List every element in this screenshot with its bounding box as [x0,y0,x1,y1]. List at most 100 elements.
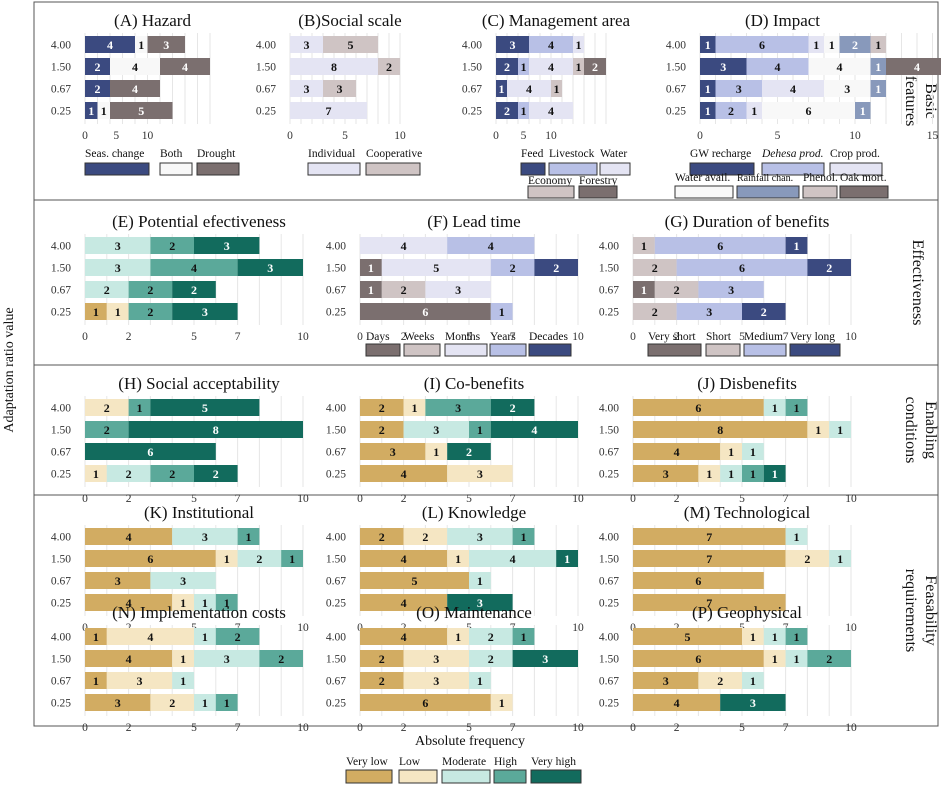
segment-label: 1 [455,552,461,566]
bar-segment [807,650,851,667]
bar-segment [360,572,469,589]
bar-segment [128,421,303,438]
segment-label: 1 [433,445,439,459]
legend-label: Seas. change [85,148,144,160]
bar-segment [135,36,148,53]
panel-title: (C) Management area [482,11,631,30]
panel-7: (G) Duration of benefits 4.00 1 6 1 1.50 2 6 2 0.… [599,212,857,357]
panel-title: (P) Geophysical [692,603,802,622]
segment-label: 4 [126,596,132,610]
bar-segment [700,58,747,75]
segment-label: 1 [815,423,821,437]
legend-swatch [527,185,575,199]
segment-label: 2 [169,696,175,710]
segment-label: 2 [386,60,392,74]
segment-label: 2 [235,630,241,644]
bar-segment [808,58,871,75]
segment-label: 1 [477,574,483,588]
bar-segment [128,281,173,298]
bar-segment [290,102,367,119]
segment-label: 6 [695,574,701,588]
x-tick-label: 0 [697,130,703,142]
bar-segment [147,36,185,53]
bar-segment [807,259,851,276]
segment-label: 6 [422,305,428,319]
legend-swatch [647,343,702,357]
row-label: 1.50 [326,654,346,666]
segment-label: 1 [521,630,527,644]
segment-label: 1 [224,552,230,566]
row-label: 0.67 [599,576,619,588]
bar-segment [194,628,216,645]
segment-label: 1 [837,423,843,437]
segment-label: 2 [761,305,767,319]
row-label: 1.50 [51,554,71,566]
segment-label: 1 [813,38,819,52]
legend-swatch [548,162,598,176]
panel-title: (G) Duration of benefits [665,212,830,231]
segment-label: 4 [401,552,407,566]
x-tick-label: 7 [235,722,241,734]
x-tick-label: 2 [674,493,680,505]
x-tick-label: 2 [126,331,132,343]
segment-label: 2 [504,104,510,118]
segment-label: 1 [93,674,99,688]
bar-segment [290,80,323,97]
bar-segment [785,550,830,567]
x-tick-label: 10 [297,493,309,505]
row-label: 1.50 [256,62,276,74]
bar-segment [172,672,194,689]
segment-label: 2 [804,552,810,566]
bar-segment [128,399,151,416]
bar-segment [698,672,742,689]
bar-segment [172,528,238,545]
bar-segment [785,237,808,254]
segment-label: 1 [115,305,121,319]
bar-segment [447,594,513,611]
row-label: 1.50 [326,263,346,275]
row-label: 0.67 [51,576,71,588]
segment-label: 2 [674,283,680,297]
row-label: 1.50 [51,425,71,437]
segment-label: 1 [368,261,374,275]
segment-label: 8 [717,423,723,437]
bar-segment [551,80,562,97]
bar-segment [360,465,448,482]
row-label: 0.67 [599,285,619,297]
segment-label: 1 [499,305,505,319]
x-tick-label: 10 [845,722,857,734]
segment-label: 2 [379,423,385,437]
bar-segment [106,465,151,482]
bar-segment [870,58,886,75]
bar-segment [633,237,655,254]
segment-label: 1 [794,630,800,644]
segment-label: 6 [695,401,701,415]
bar-segment [469,572,491,589]
bar-segment [360,694,491,711]
segment-label: 2 [826,652,832,666]
bar-segment [85,572,151,589]
y-axis-label: Adaptation ratio value [2,307,17,432]
bar-segment [518,102,529,119]
bar-segment [237,259,303,276]
segment-label: 1 [705,82,711,96]
segment-label: 1 [246,530,252,544]
segment-label: 3 [390,445,396,459]
row-label: 4.00 [599,532,619,544]
bar-segment [323,80,356,97]
legend-label: Very long [790,331,835,343]
bar-segment [785,650,808,667]
segment-label: 1 [750,630,756,644]
segment-label: 7 [706,530,712,544]
bar-segment [700,80,716,97]
bar-segment [110,102,173,119]
segment-label: 4 [674,445,680,459]
bar-segment [633,281,655,298]
segment-label: 2 [422,530,428,544]
bar-segment [469,550,557,567]
legend-label: Very short [648,331,696,343]
